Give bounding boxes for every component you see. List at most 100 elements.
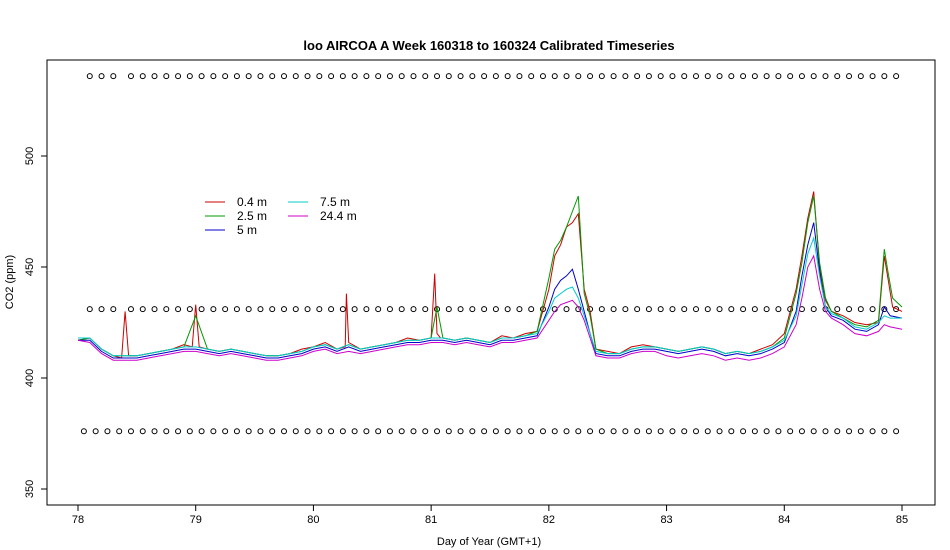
legend-entry: 5 m bbox=[237, 223, 257, 237]
series-line-24-4-m bbox=[77, 254, 903, 361]
reference-marker bbox=[127, 306, 134, 313]
series-line-5-m bbox=[78, 222, 903, 359]
x-tick-label: 83 bbox=[660, 514, 672, 526]
reference-marker bbox=[386, 73, 393, 80]
reference-marker bbox=[281, 306, 287, 313]
reference-marker bbox=[798, 428, 805, 435]
reference-marker bbox=[857, 73, 864, 80]
reference-marker bbox=[575, 428, 582, 435]
x-axis-label: Day of Year (GMT+1) bbox=[437, 536, 541, 548]
reference-marker bbox=[822, 73, 829, 80]
reference-marker bbox=[257, 73, 264, 80]
reference-marker bbox=[351, 306, 358, 313]
reference-marker bbox=[222, 73, 229, 80]
reference-marker bbox=[210, 306, 217, 313]
reference-marker bbox=[634, 306, 641, 313]
reference-marker bbox=[834, 73, 841, 80]
reference-marker bbox=[210, 428, 217, 435]
reference-marker bbox=[810, 73, 817, 80]
reference-marker bbox=[893, 73, 900, 80]
reference-marker bbox=[175, 306, 182, 313]
reference-marker bbox=[351, 73, 358, 80]
reference-marker bbox=[693, 73, 699, 80]
reference-marker bbox=[151, 306, 158, 313]
reference-marker bbox=[222, 428, 229, 435]
reference-marker bbox=[292, 428, 299, 435]
reference-marker bbox=[598, 428, 605, 435]
reference-marker bbox=[186, 73, 193, 80]
reference-marker bbox=[857, 428, 864, 435]
reference-marker bbox=[551, 428, 558, 435]
reference-marker bbox=[104, 428, 111, 435]
reference-marker bbox=[328, 306, 335, 313]
reference-marker bbox=[316, 306, 323, 313]
reference-marker bbox=[504, 428, 511, 435]
reference-marker bbox=[481, 73, 488, 80]
reference-marker bbox=[763, 428, 770, 435]
reference-marker bbox=[481, 428, 488, 435]
reference-marker bbox=[787, 73, 794, 80]
reference-marker bbox=[846, 428, 853, 435]
series-line-2-5-m bbox=[77, 195, 903, 357]
reference-marker bbox=[422, 428, 429, 435]
reference-marker bbox=[822, 428, 829, 435]
reference-marker bbox=[457, 306, 464, 313]
reference-marker bbox=[810, 428, 817, 435]
reference-marker bbox=[657, 428, 664, 435]
reference-marker bbox=[610, 306, 617, 313]
reference-marker bbox=[492, 73, 499, 80]
x-tick-label: 78 bbox=[72, 514, 84, 526]
reference-marker bbox=[681, 306, 688, 313]
plot-frame bbox=[46, 59, 936, 506]
reference-marker bbox=[445, 428, 452, 435]
reference-marker bbox=[245, 73, 252, 80]
reference-marker bbox=[492, 428, 499, 435]
reference-marker bbox=[587, 73, 594, 80]
reference-marker bbox=[139, 73, 146, 80]
reference-marker bbox=[728, 428, 735, 435]
reference-marker bbox=[363, 428, 370, 435]
reference-marker bbox=[587, 428, 594, 435]
reference-marker bbox=[693, 306, 699, 313]
reference-marker bbox=[163, 73, 170, 80]
reference-marker bbox=[504, 73, 511, 80]
reference-marker bbox=[563, 306, 570, 313]
reference-marker bbox=[328, 73, 335, 80]
reference-marker bbox=[575, 73, 582, 80]
reference-marker bbox=[257, 306, 264, 313]
reference-marker bbox=[810, 306, 817, 313]
reference-marker bbox=[257, 428, 264, 435]
reference-marker bbox=[539, 73, 546, 80]
reference-marker bbox=[775, 73, 782, 80]
reference-marker bbox=[669, 306, 676, 313]
reference-marker bbox=[98, 306, 105, 313]
reference-marker bbox=[457, 73, 464, 80]
reference-marker bbox=[398, 306, 405, 313]
reference-marker bbox=[645, 73, 652, 80]
reference-marker bbox=[693, 428, 699, 435]
reference-marker bbox=[528, 73, 535, 80]
reference-marker bbox=[110, 73, 117, 80]
reference-marker-row bbox=[86, 306, 900, 313]
reference-marker bbox=[704, 73, 711, 80]
reference-marker bbox=[151, 428, 158, 435]
reference-marker bbox=[351, 428, 358, 435]
reference-marker bbox=[740, 428, 747, 435]
x-tick-label: 79 bbox=[190, 514, 202, 526]
reference-marker bbox=[386, 306, 393, 313]
reference-marker bbox=[622, 428, 629, 435]
reference-marker bbox=[751, 73, 758, 80]
reference-marker bbox=[245, 306, 252, 313]
reference-marker bbox=[716, 73, 723, 80]
reference-marker bbox=[881, 428, 888, 435]
x-tick-label: 84 bbox=[778, 514, 790, 526]
reference-marker bbox=[528, 306, 535, 313]
reference-marker bbox=[316, 428, 323, 435]
reference-marker bbox=[339, 306, 346, 313]
reference-marker bbox=[445, 73, 452, 80]
x-tick-label: 85 bbox=[896, 514, 908, 526]
reference-marker bbox=[881, 73, 888, 80]
reference-marker bbox=[598, 306, 605, 313]
reference-marker bbox=[375, 306, 382, 313]
